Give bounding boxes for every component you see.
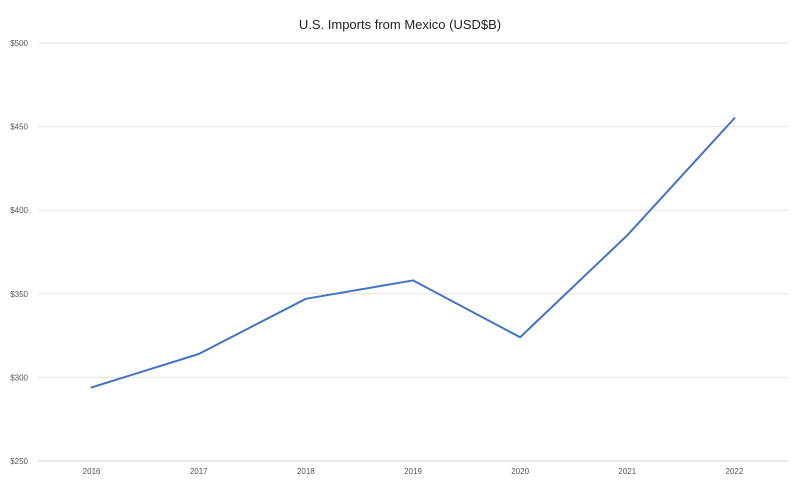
y-axis: $250 $300 $350 $400 $450 $500 [10,39,28,466]
x-tick-label: 2021 [618,467,636,476]
y-tick-label: $300 [10,373,28,382]
x-tick-label: 2016 [83,467,101,476]
y-tick-label: $400 [10,206,28,215]
y-tick-label: $500 [10,39,28,48]
x-tick-label: 2022 [726,467,744,476]
data-point [90,385,94,389]
y-tick-label: $250 [10,457,28,466]
data-point [411,278,415,282]
x-axis: 2016 2017 2018 2019 2020 2021 2022 [83,467,744,476]
x-tick-label: 2020 [511,467,529,476]
data-point [304,297,308,301]
data-point [625,233,629,237]
chart-title: U.S. Imports from Mexico (USD$B) [299,17,501,32]
data-point [518,335,522,339]
x-tick-label: 2019 [404,467,422,476]
x-tick-label: 2017 [190,467,208,476]
y-tick-label: $450 [10,123,28,132]
gridlines [38,42,788,462]
series-line-0 [90,117,736,389]
x-tick-label: 2018 [297,467,315,476]
y-tick-label: $350 [10,290,28,299]
data-point [732,116,736,120]
series-layer [90,116,736,389]
data-point [197,352,201,356]
